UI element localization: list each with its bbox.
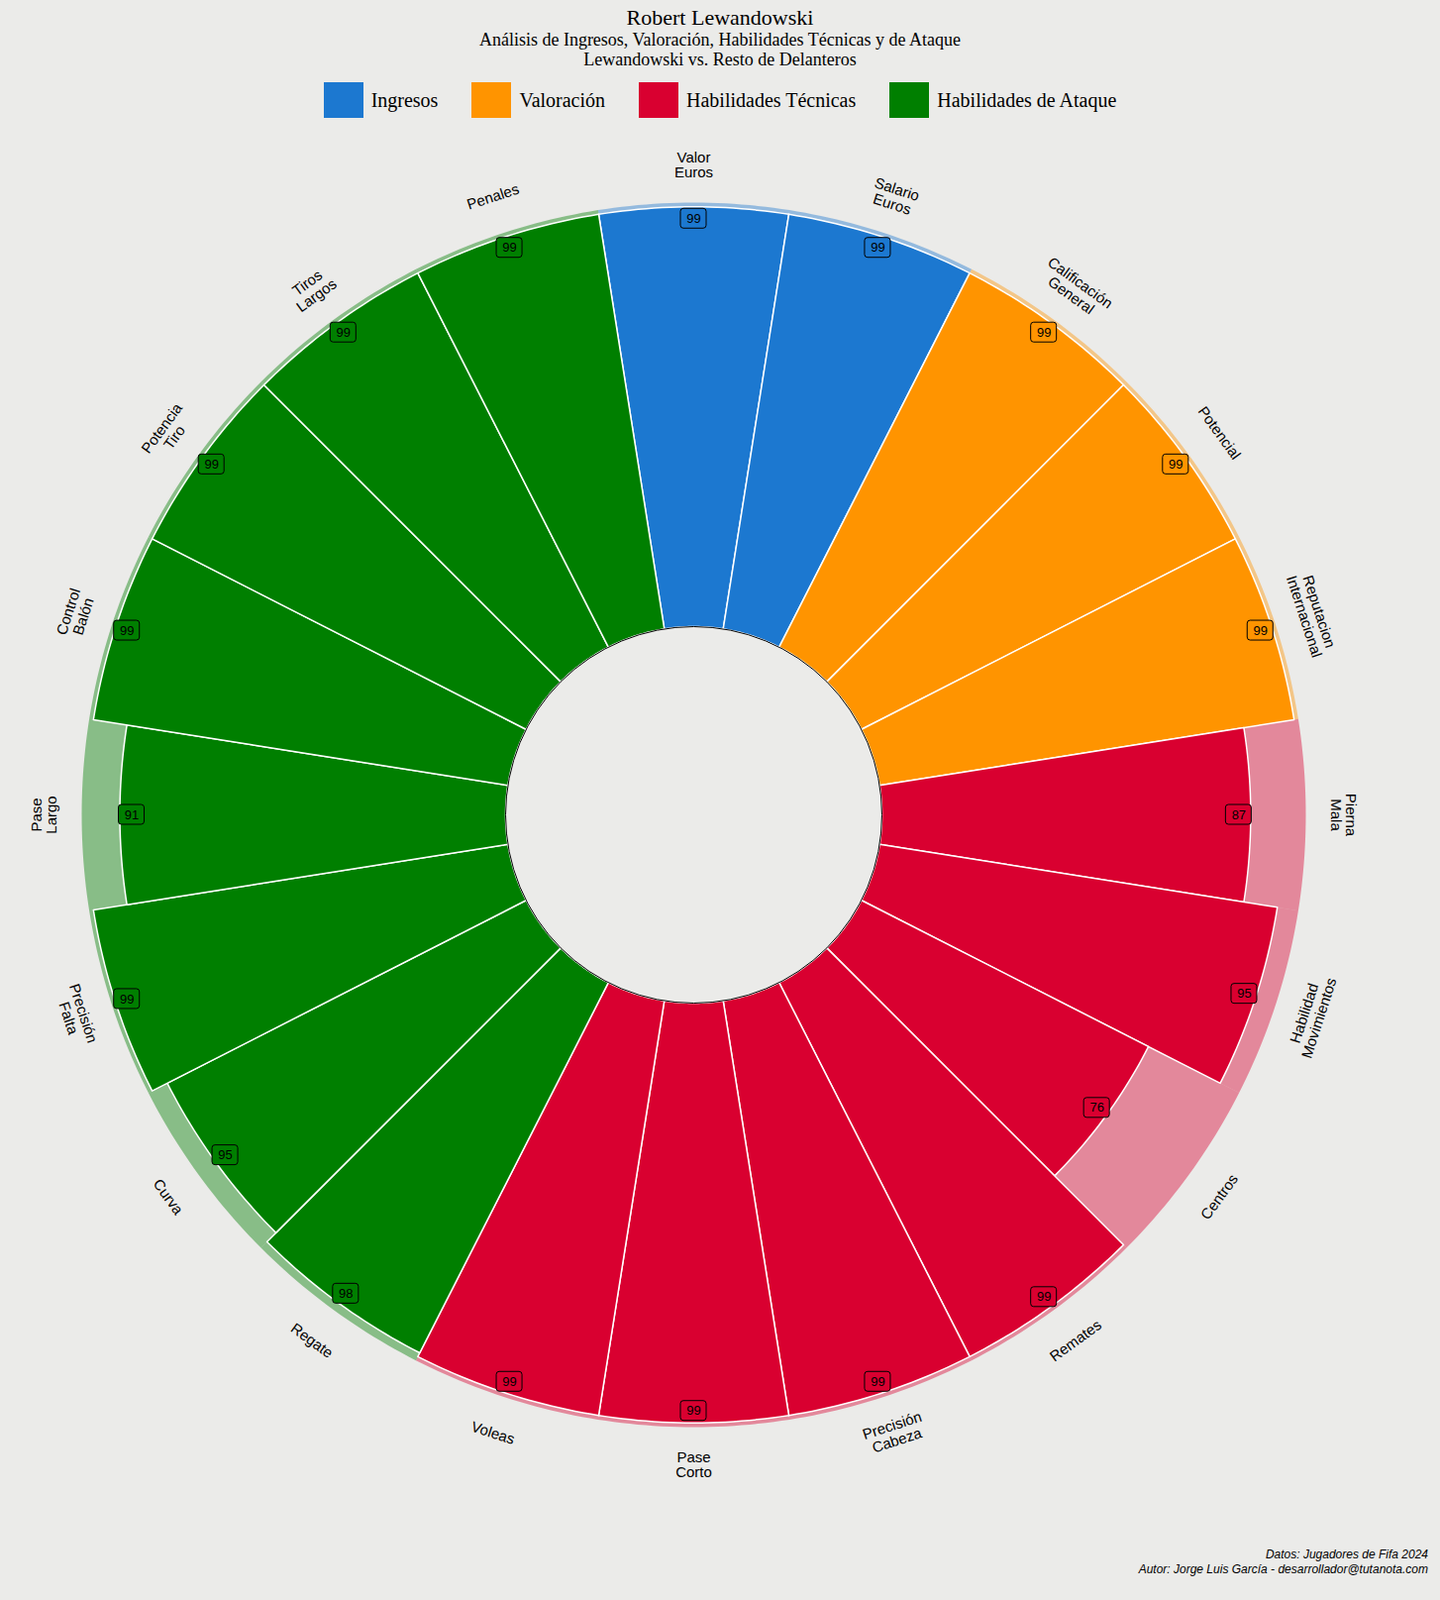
- svg-text:Penales: Penales: [464, 180, 521, 213]
- svg-text:Potencial: Potencial: [1195, 403, 1245, 463]
- svg-text:Curva: Curva: [150, 1175, 189, 1219]
- html-text:Valoración: Valoración: [519, 88, 606, 111]
- svg-text:PrecisiónFalta: PrecisiónFalta: [51, 981, 102, 1050]
- html-text:Lewandowski vs. Resto de Delan: Lewandowski vs. Resto de Delanteros: [583, 49, 857, 70]
- svg-text:99: 99: [502, 1373, 516, 1389]
- svg-text:Remates: Remates: [1046, 1315, 1106, 1364]
- svg-text:ValorEuros: ValorEuros: [674, 148, 714, 182]
- svg-text:99: 99: [870, 239, 885, 255]
- svg-text:Voleas: Voleas: [469, 1417, 517, 1447]
- svg-text:99: 99: [119, 991, 134, 1007]
- svg-text:HabilidadMovimientos: HabilidadMovimientos: [1282, 970, 1339, 1060]
- html-text:Análisis de Ingresos, Valoraci: Análisis de Ingresos, Valoración, Habili…: [479, 29, 961, 50]
- html-text:Habilidades Técnicas: Habilidades Técnicas: [686, 88, 856, 111]
- svg-text:99: 99: [1036, 1288, 1051, 1304]
- svg-text:PrecisiónCabeza: PrecisiónCabeza: [860, 1407, 929, 1457]
- svg-text:ControlBalón: ControlBalón: [52, 586, 99, 642]
- svg-text:98: 98: [338, 1285, 353, 1301]
- svg-text:99: 99: [686, 1402, 701, 1418]
- svg-text:99: 99: [1253, 622, 1268, 638]
- svg-text:99: 99: [686, 210, 701, 226]
- html-text:Habilidades de Ataque: Habilidades de Ataque: [937, 88, 1117, 111]
- svg-text:PaseLargo: PaseLargo: [27, 795, 61, 833]
- svg-text:99: 99: [1168, 456, 1183, 472]
- svg-text:76: 76: [1089, 1099, 1104, 1115]
- svg-text:95: 95: [217, 1146, 232, 1162]
- svg-text:PaseCorto: PaseCorto: [675, 1447, 713, 1481]
- svg-text:87: 87: [1232, 807, 1246, 823]
- svg-text:Regate: Regate: [288, 1319, 337, 1361]
- svg-text:95: 95: [1236, 985, 1251, 1001]
- svg-text:ReputacionInternacional: ReputacionInternacional: [1283, 568, 1341, 660]
- svg-text:Centros: Centros: [1197, 1170, 1242, 1223]
- svg-text:PiernaMala: PiernaMala: [1328, 793, 1361, 837]
- svg-text:99: 99: [1036, 324, 1051, 340]
- svg-text:99: 99: [204, 456, 218, 472]
- html-text:Autor: Jorge Luis García - des: Autor: Jorge Luis García - desarrollador…: [1138, 1561, 1429, 1576]
- svg-text:99: 99: [870, 1373, 885, 1389]
- html-text:Robert Lewandowski: Robert Lewandowski: [626, 4, 814, 30]
- html-text:Ingresos: Ingresos: [370, 88, 439, 111]
- html-text:Datos: Jugadores de Fifa 2024: Datos: Jugadores de Fifa 2024: [1265, 1546, 1429, 1561]
- svg-text:PotenciaTiro: PotenciaTiro: [137, 399, 199, 466]
- svg-text:99: 99: [502, 239, 516, 255]
- svg-text:91: 91: [124, 807, 139, 823]
- svg-text:CalificaciónGeneral: CalificaciónGeneral: [1035, 253, 1117, 325]
- svg-text:99: 99: [336, 324, 351, 340]
- svg-text:TirosLargos: TirosLargos: [283, 262, 339, 315]
- svg-text:99: 99: [119, 622, 134, 638]
- svg-text:SalarioEuros: SalarioEuros: [867, 173, 923, 219]
